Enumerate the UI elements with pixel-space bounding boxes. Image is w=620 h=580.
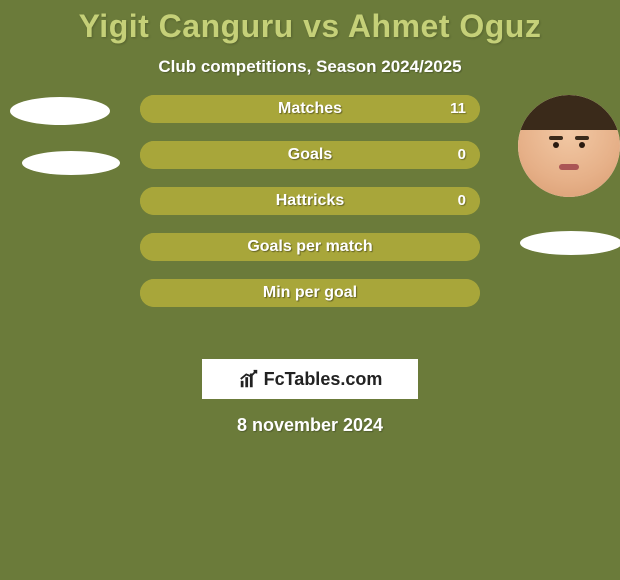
metric-label: Matches	[140, 95, 480, 123]
right-ellipse-1	[520, 231, 620, 255]
metric-label: Goals	[140, 141, 480, 169]
avatar-right	[518, 95, 620, 197]
metric-row: Hattricks0	[140, 187, 480, 215]
comparison-card: Yigit Canguru vs Ahmet Oguz Club competi…	[0, 0, 620, 580]
metric-value-right: 0	[458, 141, 466, 169]
metric-row: Goals per match	[140, 233, 480, 261]
left-ellipse-1	[10, 97, 110, 125]
metric-row: Min per goal	[140, 279, 480, 307]
metric-value-right: 11	[450, 95, 466, 123]
face-icon	[518, 95, 620, 197]
metric-row: Goals0	[140, 141, 480, 169]
date-text: 8 november 2024	[0, 415, 620, 436]
brand-text: FcTables.com	[264, 369, 383, 390]
subtitle: Club competitions, Season 2024/2025	[0, 57, 620, 77]
metric-label: Goals per match	[140, 233, 480, 261]
brand-box: FcTables.com	[202, 359, 418, 399]
left-ellipse-2	[22, 151, 120, 175]
chart-icon	[238, 368, 260, 390]
page-title: Yigit Canguru vs Ahmet Oguz	[0, 0, 620, 45]
metric-value-right: 0	[458, 187, 466, 215]
comparison-bars: Matches11Goals0Hattricks0Goals per match…	[140, 95, 480, 325]
players-area: Matches11Goals0Hattricks0Goals per match…	[0, 95, 620, 345]
metric-label: Hattricks	[140, 187, 480, 215]
metric-label: Min per goal	[140, 279, 480, 307]
metric-row: Matches11	[140, 95, 480, 123]
